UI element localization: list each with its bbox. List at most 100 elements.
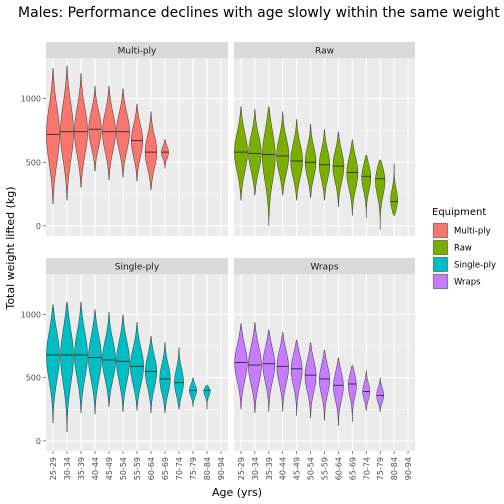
violin-raw-60-64 xyxy=(332,131,345,207)
violin-multi-ply-30-34 xyxy=(60,65,74,201)
x-tick-label: 90-94 xyxy=(404,457,413,480)
y-tick-label: 0 xyxy=(36,222,41,231)
strip-raw xyxy=(234,42,415,58)
strip-label-raw: Raw xyxy=(315,47,334,57)
strip-label-single-ply: Single-ply xyxy=(115,263,160,273)
x-axis-title: Age (yrs) xyxy=(212,486,262,499)
violin-wraps-25-29 xyxy=(234,323,248,410)
x-tick-label: 50-54 xyxy=(307,457,316,480)
violin-raw-25-29 xyxy=(234,106,248,201)
violin-multi-ply-60-64 xyxy=(144,111,158,191)
y-axis-title: Total weight lifted (kg) xyxy=(4,186,17,310)
violin-single-ply-60-64 xyxy=(145,335,157,414)
panel-single-ply: Single-ply 0 500 1000 25-29 30-34 35-39 40-44 45… xyxy=(21,258,228,480)
y-tick-label: 0 xyxy=(36,437,41,446)
legend-swatch-multi-ply xyxy=(433,223,448,238)
x-tick-label: 35-39 xyxy=(77,457,86,480)
x-tick-label: 80-84 xyxy=(203,457,212,480)
y-tick-label: 500 xyxy=(26,374,41,383)
legend-swatch-wraps xyxy=(433,274,448,289)
violin-multi-ply-50-54 xyxy=(116,88,130,178)
x-tick-label: 90-94 xyxy=(217,457,226,480)
facet-panels: Multi-ply 0 500 1000 Raw Single-ply 0 500 1000 25… xyxy=(21,42,415,480)
strip-label-wraps: Wraps xyxy=(310,263,338,273)
x-tick-label: 60-64 xyxy=(334,457,343,480)
legend-label-single-ply: Single-ply xyxy=(454,261,496,271)
y-tick-label: 1000 xyxy=(21,95,41,104)
x-tick-label: 25-29 xyxy=(49,457,58,480)
panel-wraps: Wraps 25-29 30-34 35-39 40-44 45-49 50-54 55-59… xyxy=(234,258,415,480)
violin-wraps-40-44 xyxy=(276,332,289,412)
violin-single-ply-80-84 xyxy=(203,384,211,410)
violin-single-ply-75-79 xyxy=(189,376,197,407)
x-tick-label: 80-84 xyxy=(390,457,399,480)
x-tick-label: 45-49 xyxy=(293,457,302,480)
x-tick-label: 65-69 xyxy=(348,457,357,480)
violin-multi-ply-55-59 xyxy=(131,103,143,182)
violin-raw-70-74 xyxy=(361,154,372,219)
violin-raw-50-54 xyxy=(304,124,317,198)
violin-wraps-50-54 xyxy=(304,342,317,419)
violin-single-ply-25-29 xyxy=(46,304,60,424)
violin-multi-ply-25-29 xyxy=(46,68,60,205)
legend-label-multi-ply: Multi-ply xyxy=(454,227,491,237)
violin-single-ply-40-44 xyxy=(88,309,102,415)
violin-raw-80-84 xyxy=(390,163,398,217)
x-tick-label: 70-74 xyxy=(362,457,371,480)
panel-raw: Raw xyxy=(234,42,415,236)
x-tick-label: 40-44 xyxy=(279,457,288,480)
x-tick-label: 30-34 xyxy=(63,457,72,480)
violin-single-ply-45-49 xyxy=(102,311,116,407)
strip-label-multi-ply: Multi-ply xyxy=(118,47,157,57)
violin-single-ply-35-39 xyxy=(74,301,88,414)
legend-title: Equipment xyxy=(432,207,486,218)
legend-label-raw: Raw xyxy=(454,244,472,254)
y-tick-label: 1000 xyxy=(21,310,41,319)
strip-single-ply xyxy=(46,258,228,274)
violin-multi-ply-65-69 xyxy=(161,138,169,169)
violin-single-ply-70-74 xyxy=(174,347,184,410)
violin-wraps-55-59 xyxy=(319,348,330,421)
violin-wraps-75-79 xyxy=(376,377,385,412)
x-tick-label: 30-34 xyxy=(251,457,260,480)
legend-swatch-single-ply xyxy=(433,257,448,272)
legend-swatch-raw xyxy=(433,240,448,255)
violin-raw-30-34 xyxy=(248,108,262,196)
x-tick-label: 35-39 xyxy=(265,457,274,480)
x-tick-label: 60-64 xyxy=(147,457,156,480)
violin-wraps-45-49 xyxy=(290,338,303,416)
violin-multi-ply-40-44 xyxy=(88,85,102,172)
violin-wraps-35-39 xyxy=(262,329,276,412)
x-tick-label: 65-69 xyxy=(161,457,170,480)
violin-single-ply-65-69 xyxy=(159,342,171,414)
x-tick-label: 55-59 xyxy=(321,457,330,480)
strip-wraps xyxy=(234,258,415,274)
violin-wraps-60-64 xyxy=(333,356,344,426)
x-tick-label: 25-29 xyxy=(237,457,246,480)
chart-title: Males: Performance declines with age slo… xyxy=(18,5,504,21)
violin-raw-35-39 xyxy=(262,106,276,226)
x-tick-label: 50-54 xyxy=(119,457,128,480)
x-tick-label: 45-49 xyxy=(105,457,114,480)
x-tick-label: 55-59 xyxy=(133,457,142,480)
strip-multi-ply xyxy=(46,42,228,58)
x-tick-label: 75-79 xyxy=(189,457,198,480)
violin-raw-45-49 xyxy=(290,119,303,201)
violin-raw-75-79 xyxy=(375,159,386,230)
violin-multi-ply-35-39 xyxy=(74,73,88,188)
violin-single-ply-30-34 xyxy=(60,301,74,433)
x-tick-label: 75-79 xyxy=(376,457,385,480)
legend: Equipment Multi-ply Raw Single-ply Wraps xyxy=(432,207,496,290)
violin-raw-65-69 xyxy=(346,139,359,216)
legend-label-wraps: Wraps xyxy=(454,278,481,288)
violin-single-ply-50-54 xyxy=(116,314,130,412)
y-tick-label: 500 xyxy=(26,158,41,167)
x-tick-label: 40-44 xyxy=(91,457,100,480)
violin-raw-40-44 xyxy=(276,111,290,196)
violin-multi-ply-45-49 xyxy=(102,85,116,181)
panel-multi-ply: Multi-ply 0 500 1000 xyxy=(21,42,228,236)
x-tick-label: 70-74 xyxy=(175,457,184,480)
violin-wraps-30-34 xyxy=(248,322,262,414)
violin-wraps-70-74 xyxy=(362,370,371,411)
